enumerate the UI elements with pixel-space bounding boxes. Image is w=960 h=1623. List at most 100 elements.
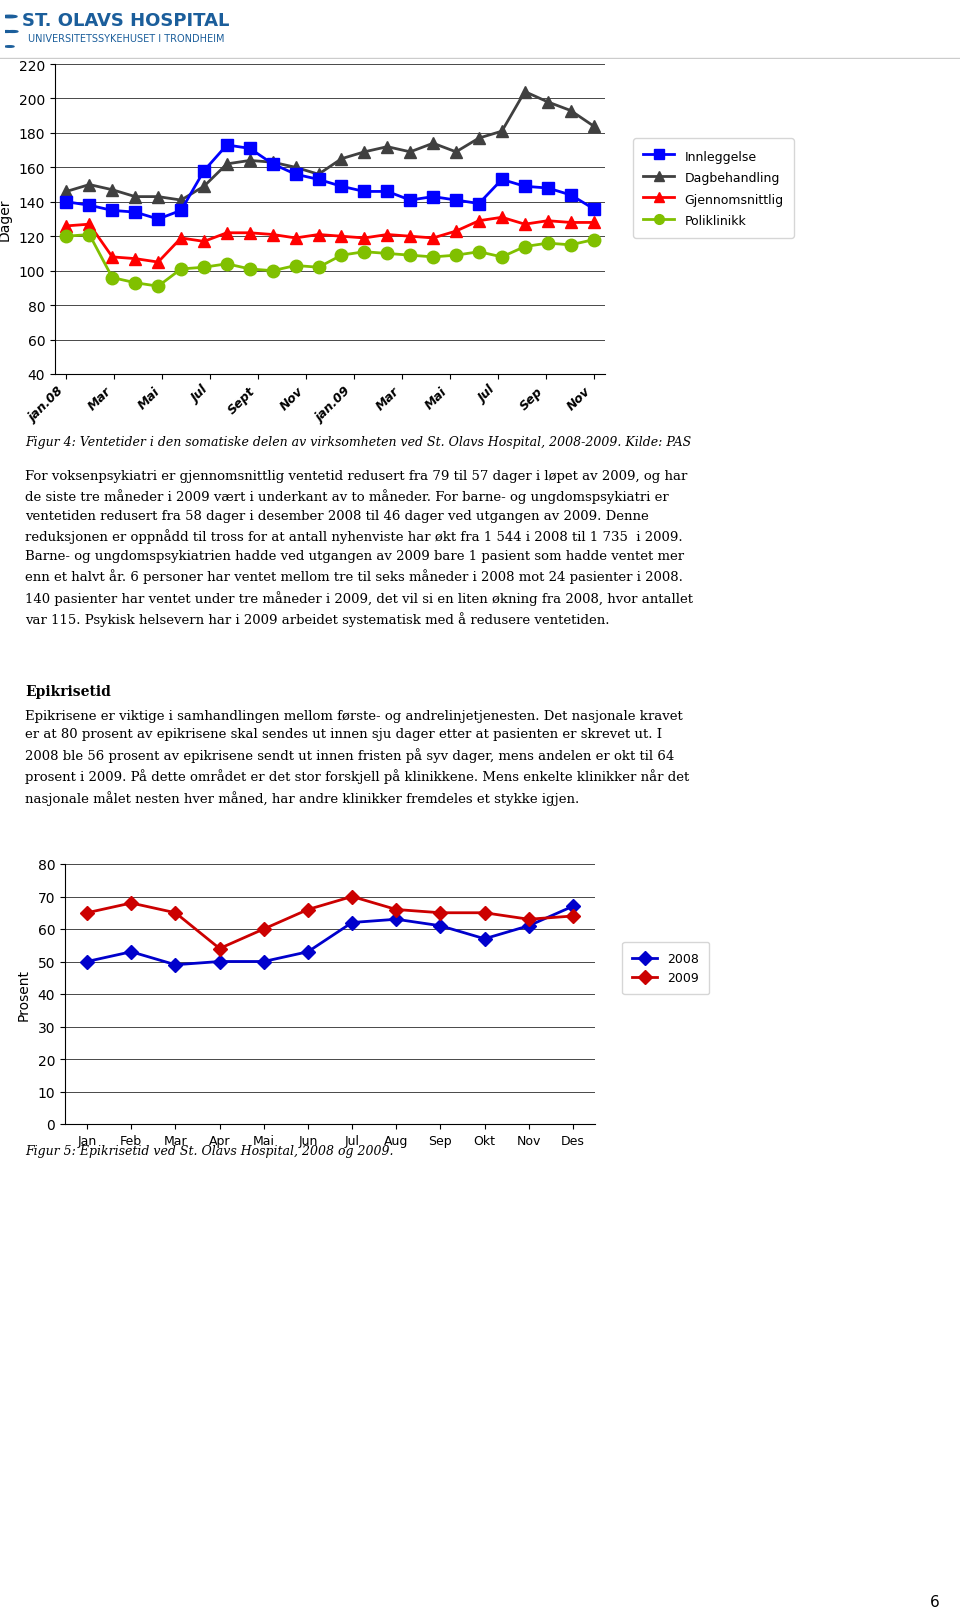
2009 — [523, 911, 535, 930]
Gjennomsnittlig — [84, 216, 95, 235]
Dagbehandling — [153, 188, 164, 208]
Poliklinikk — [381, 245, 393, 265]
Poliklinikk — [290, 256, 301, 276]
Gjennomsnittlig — [198, 232, 209, 252]
Innleggelse — [198, 162, 209, 182]
2009 — [567, 907, 579, 927]
Innleggelse — [519, 177, 531, 196]
Innleggelse — [496, 170, 508, 190]
Gjennomsnittlig — [290, 229, 301, 248]
Dagbehandling — [381, 138, 393, 157]
Innleggelse — [588, 200, 599, 219]
Dagbehandling — [221, 156, 232, 175]
Poliklinikk — [221, 255, 232, 274]
2008 — [82, 953, 93, 972]
Poliklinikk — [130, 274, 141, 294]
Gjennomsnittlig — [176, 229, 187, 248]
Poliklinikk — [267, 261, 278, 281]
Innleggelse — [427, 188, 439, 208]
Innleggelse — [336, 177, 348, 196]
Poliklinikk — [427, 248, 439, 268]
Circle shape — [7, 31, 18, 34]
Poliklinikk — [336, 247, 348, 266]
Innleggelse — [313, 170, 324, 190]
Innleggelse — [359, 183, 371, 203]
Text: Figur 4: Ventetider i den somatiske delen av virksomheten ved St. Olavs Hospital: Figur 4: Ventetider i den somatiske dele… — [25, 435, 691, 448]
2008 — [347, 914, 358, 933]
Dagbehandling — [542, 93, 554, 112]
Poliklinikk — [359, 243, 371, 263]
Text: ST. OLAVS HOSPITAL: ST. OLAVS HOSPITAL — [21, 13, 228, 31]
Innleggelse — [542, 179, 554, 198]
Innleggelse — [130, 203, 141, 222]
Y-axis label: Prosent: Prosent — [16, 969, 31, 1021]
Gjennomsnittlig — [244, 224, 255, 243]
2008 — [302, 943, 314, 962]
Text: Figur 5: Epikrisetid ved St. Olavs Hospital, 2008 og 2009.: Figur 5: Epikrisetid ved St. Olavs Hospi… — [25, 1144, 394, 1157]
Poliklinikk — [404, 247, 416, 266]
Gjennomsnittlig — [336, 227, 348, 247]
Gjennomsnittlig — [381, 226, 393, 245]
Dagbehandling — [336, 149, 348, 169]
2008 — [479, 930, 491, 949]
Poliklinikk — [153, 278, 164, 297]
Poliklinikk — [176, 260, 187, 279]
2009 — [258, 920, 270, 940]
Dagbehandling — [404, 143, 416, 162]
2008 — [126, 943, 137, 962]
Dagbehandling — [359, 143, 371, 162]
Poliklinikk — [244, 260, 255, 279]
2009 — [435, 904, 446, 923]
Gjennomsnittlig — [588, 214, 599, 234]
Dagbehandling — [313, 166, 324, 185]
2008 — [523, 917, 535, 936]
Dagbehandling — [176, 192, 187, 211]
Dagbehandling — [290, 159, 301, 179]
2008 — [170, 956, 181, 975]
Gjennomsnittlig — [267, 226, 278, 245]
Text: UNIVERSITETSSYKEHUSET I TRONDHEIM: UNIVERSITETSSYKEHUSET I TRONDHEIM — [28, 34, 224, 44]
Gjennomsnittlig — [107, 248, 118, 268]
Gjennomsnittlig — [473, 213, 485, 232]
Poliklinikk — [198, 258, 209, 278]
Text: For voksenpsykiatri er gjennomsnittlig ventetid redusert fra 79 til 57 dager i l: For voksenpsykiatri er gjennomsnittlig v… — [25, 469, 693, 626]
2008 — [258, 953, 270, 972]
Innleggelse — [404, 192, 416, 211]
Gjennomsnittlig — [496, 208, 508, 227]
2008 — [567, 898, 579, 917]
Legend: 2008, 2009: 2008, 2009 — [622, 943, 709, 995]
Innleggelse — [107, 201, 118, 221]
Line: 2008: 2008 — [83, 902, 578, 971]
Poliklinikk — [519, 237, 531, 256]
2009 — [126, 894, 137, 914]
Dagbehandling — [588, 117, 599, 136]
2008 — [214, 953, 226, 972]
Line: Gjennomsnittlig: Gjennomsnittlig — [60, 213, 599, 268]
Gjennomsnittlig — [359, 229, 371, 248]
Dagbehandling — [519, 83, 531, 102]
Gjennomsnittlig — [60, 217, 72, 237]
Poliklinikk — [473, 243, 485, 263]
Gjennomsnittlig — [404, 227, 416, 247]
Gjennomsnittlig — [153, 253, 164, 273]
Innleggelse — [60, 193, 72, 213]
2009 — [214, 940, 226, 959]
Line: Dagbehandling: Dagbehandling — [60, 88, 599, 206]
Dagbehandling — [450, 143, 462, 162]
Innleggelse — [473, 195, 485, 214]
Poliklinikk — [60, 227, 72, 247]
Innleggelse — [381, 183, 393, 203]
Text: 6: 6 — [930, 1594, 940, 1608]
Gjennomsnittlig — [313, 226, 324, 245]
Innleggelse — [176, 201, 187, 221]
2009 — [347, 888, 358, 907]
Text: Epikrisetid: Epikrisetid — [25, 685, 110, 700]
Line: Innleggelse: Innleggelse — [60, 140, 599, 226]
Dagbehandling — [496, 122, 508, 141]
Poliklinikk — [84, 226, 95, 245]
Poliklinikk — [450, 247, 462, 266]
Dagbehandling — [427, 135, 439, 154]
Line: 2009: 2009 — [83, 893, 578, 954]
Gjennomsnittlig — [221, 224, 232, 243]
Dagbehandling — [130, 188, 141, 208]
